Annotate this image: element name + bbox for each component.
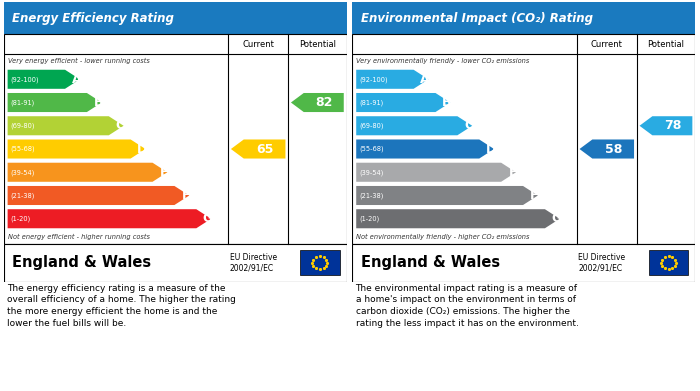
- Text: (21-38): (21-38): [359, 192, 384, 199]
- Bar: [352, 34, 695, 244]
- Polygon shape: [8, 163, 167, 182]
- Text: Current: Current: [591, 39, 623, 48]
- Text: (69-80): (69-80): [359, 122, 384, 129]
- Text: Not energy efficient - higher running costs: Not energy efficient - higher running co…: [8, 234, 150, 240]
- Text: D: D: [137, 142, 147, 156]
- Polygon shape: [8, 70, 80, 89]
- Text: EU Directive
2002/91/EC: EU Directive 2002/91/EC: [230, 253, 277, 273]
- Text: 78: 78: [664, 119, 681, 132]
- Polygon shape: [356, 93, 450, 112]
- Polygon shape: [291, 93, 344, 112]
- Bar: [300, 250, 340, 275]
- Text: (81-91): (81-91): [359, 99, 383, 106]
- Polygon shape: [356, 70, 428, 89]
- Text: C: C: [116, 119, 125, 132]
- Bar: [4, 2, 346, 34]
- Polygon shape: [8, 209, 211, 228]
- Text: Very energy efficient - lower running costs: Very energy efficient - lower running co…: [8, 58, 150, 64]
- Text: (39-54): (39-54): [359, 169, 384, 176]
- Text: England & Wales: England & Wales: [360, 255, 500, 270]
- Text: Very environmentally friendly - lower CO₂ emissions: Very environmentally friendly - lower CO…: [356, 58, 530, 64]
- Text: G: G: [203, 212, 213, 225]
- Polygon shape: [231, 140, 286, 158]
- Text: (1-20): (1-20): [359, 215, 379, 222]
- Text: EU Directive
2002/91/EC: EU Directive 2002/91/EC: [578, 253, 626, 273]
- Text: (21-38): (21-38): [10, 192, 35, 199]
- Text: (92-100): (92-100): [359, 76, 388, 83]
- Bar: [649, 250, 688, 275]
- Polygon shape: [356, 209, 560, 228]
- Text: The environmental impact rating is a measure of
a home's impact on the environme: The environmental impact rating is a mea…: [356, 283, 578, 328]
- Polygon shape: [580, 140, 634, 158]
- Text: Energy Efficiency Rating: Energy Efficiency Rating: [12, 11, 174, 25]
- Bar: [352, 244, 695, 282]
- Text: 65: 65: [256, 142, 273, 156]
- Polygon shape: [8, 93, 101, 112]
- Text: (81-91): (81-91): [10, 99, 34, 106]
- Polygon shape: [356, 186, 538, 205]
- Text: C: C: [464, 119, 473, 132]
- Text: A: A: [72, 73, 81, 86]
- Bar: [4, 34, 346, 244]
- Text: England & Wales: England & Wales: [12, 255, 151, 270]
- Text: 58: 58: [605, 142, 622, 156]
- Text: E: E: [160, 166, 169, 179]
- Text: F: F: [182, 189, 190, 202]
- Text: Not environmentally friendly - higher CO₂ emissions: Not environmentally friendly - higher CO…: [356, 234, 530, 240]
- Text: A: A: [421, 73, 430, 86]
- Polygon shape: [356, 140, 494, 158]
- Text: Current: Current: [242, 39, 274, 48]
- Polygon shape: [8, 140, 146, 158]
- Text: (39-54): (39-54): [10, 169, 35, 176]
- Text: (92-100): (92-100): [10, 76, 39, 83]
- Bar: [352, 2, 695, 34]
- Text: E: E: [508, 166, 517, 179]
- Text: (69-80): (69-80): [10, 122, 35, 129]
- Text: Potential: Potential: [299, 39, 336, 48]
- Text: D: D: [486, 142, 496, 156]
- Text: B: B: [94, 96, 103, 109]
- Text: (55-68): (55-68): [359, 146, 384, 152]
- Text: Potential: Potential: [648, 39, 685, 48]
- Polygon shape: [8, 186, 189, 205]
- Polygon shape: [8, 116, 124, 135]
- Text: (55-68): (55-68): [10, 146, 35, 152]
- Bar: [4, 244, 346, 282]
- Text: 82: 82: [315, 96, 332, 109]
- Text: B: B: [442, 96, 452, 109]
- Text: The energy efficiency rating is a measure of the
overall efficiency of a home. T: The energy efficiency rating is a measur…: [7, 283, 236, 328]
- Text: (1-20): (1-20): [10, 215, 31, 222]
- Text: Environmental Impact (CO₂) Rating: Environmental Impact (CO₂) Rating: [360, 11, 593, 25]
- Polygon shape: [356, 163, 516, 182]
- Polygon shape: [356, 116, 473, 135]
- Text: G: G: [552, 212, 561, 225]
- Text: F: F: [531, 189, 539, 202]
- Polygon shape: [640, 116, 692, 135]
